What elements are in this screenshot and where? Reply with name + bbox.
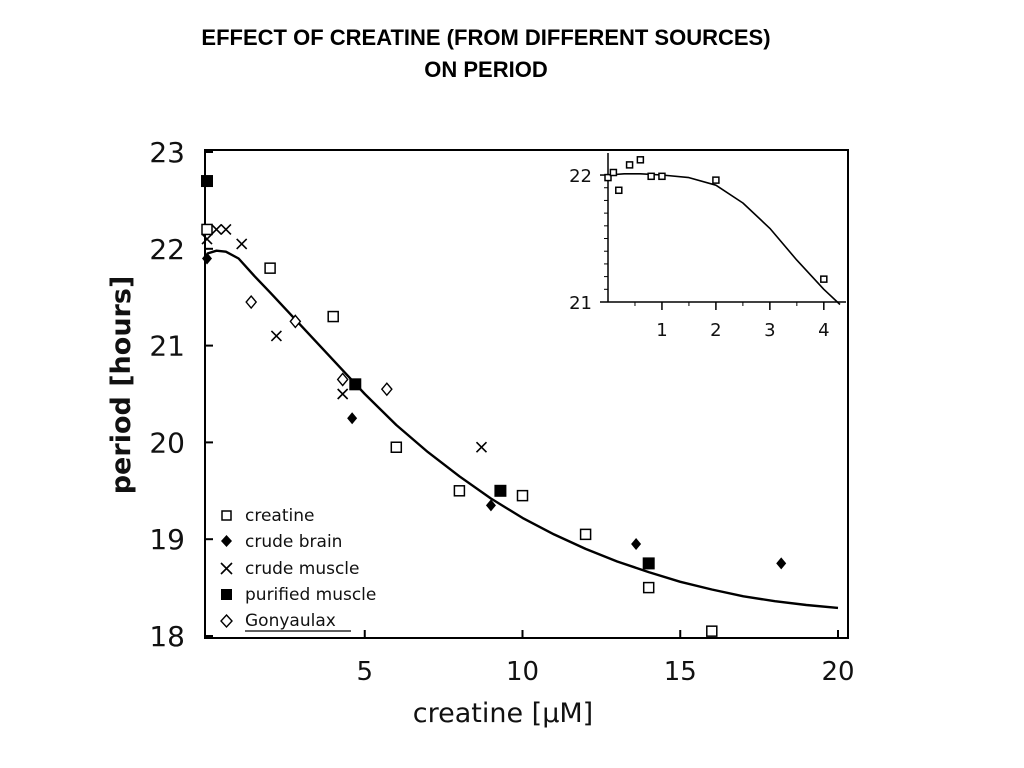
legend-item-purified-muscle: purified muscle xyxy=(221,585,376,605)
main-y-tick-label: 20 xyxy=(149,426,185,459)
main-y-tick-label: 21 xyxy=(149,330,185,363)
main-plot-frame xyxy=(204,149,849,639)
data-point-creatine xyxy=(264,262,276,274)
inset-data-point xyxy=(609,168,618,177)
data-point-crude-muscle xyxy=(220,223,232,236)
legend-label-crude-brain: crude brain xyxy=(245,532,342,552)
slide-title: EFFECT OF CREATINE (FROM DIFFERENT SOURC… xyxy=(0,22,972,86)
inset-x-tick-label: 2 xyxy=(710,320,721,341)
legend-label-purified-muscle: purified muscle xyxy=(245,585,376,605)
main-y-tick-label: 18 xyxy=(149,620,185,653)
legend-marker-filled-diamond xyxy=(221,535,232,547)
main-x-tick-label: 15 xyxy=(664,657,697,687)
main-x-tick-label: 10 xyxy=(506,657,539,687)
legend-label-creatine: creatine xyxy=(245,506,314,526)
main-y-tick-label: 19 xyxy=(149,523,185,556)
legend-item-gonyaulax: Gonyaulax xyxy=(220,611,351,632)
data-point-purified-muscle xyxy=(349,378,362,391)
main-y-tick-label: 22 xyxy=(149,233,185,266)
data-point-purified-muscle xyxy=(201,175,213,188)
data-point-crude-muscle xyxy=(236,238,248,250)
data-point-crude-brain xyxy=(485,499,496,512)
legend-item-crude-muscle: crude muscle xyxy=(220,559,359,579)
slide-title-line-2: ON PERIOD xyxy=(424,57,548,82)
data-point-purified-muscle xyxy=(494,484,507,497)
data-point-creatine xyxy=(579,528,592,541)
main-data-points xyxy=(201,175,787,637)
inset-data-points xyxy=(604,156,828,283)
data-point-crude-brain xyxy=(776,557,787,570)
inset-y-tick-label: 22 xyxy=(569,166,592,187)
x-axis-label: creatine [μM] xyxy=(413,698,593,729)
data-point-creatine xyxy=(327,310,339,323)
data-point-gonyaulax xyxy=(380,382,393,397)
data-point-crude-brain xyxy=(202,252,212,265)
inset-data-point xyxy=(625,161,634,169)
data-point-crude-muscle xyxy=(210,223,223,236)
inset-fit-curve xyxy=(607,173,841,306)
data-point-crude-brain xyxy=(631,538,642,551)
legend-marker-open-square xyxy=(221,510,232,521)
main-fit-curve-layer xyxy=(206,249,839,610)
inset-data-point xyxy=(604,173,612,182)
legend-item-crude-brain: crude brain xyxy=(221,532,342,552)
main-y-tick-label: 23 xyxy=(149,136,185,169)
inset-y-tick-label: 21 xyxy=(569,293,592,314)
main-fit-curve xyxy=(206,249,839,610)
legend-item-creatine: creatine xyxy=(221,506,314,526)
inset-x-tick-label: 4 xyxy=(818,320,829,341)
data-point-creatine xyxy=(516,489,529,502)
legend-marker-open-diamond xyxy=(220,613,233,629)
data-point-creatine xyxy=(201,223,213,236)
y-axis-label: period [hours] xyxy=(106,276,137,495)
inset-axis-ticks: 21 22 1 2 3 4 xyxy=(569,166,829,341)
inset-data-point xyxy=(658,172,666,181)
inset-data-point xyxy=(820,275,828,283)
inset-fit-curve-layer xyxy=(607,173,841,306)
main-x-tick-label: 5 xyxy=(356,657,373,687)
data-point-creatine xyxy=(390,441,403,453)
data-point-creatine xyxy=(453,485,466,497)
data-point-gonyaulax xyxy=(245,294,258,310)
data-point-gonyaulax xyxy=(289,314,302,329)
data-point-crude-brain xyxy=(347,412,358,425)
legend-label-crude-muscle: crude muscle xyxy=(245,559,359,579)
data-point-crude-muscle xyxy=(475,441,488,453)
main-x-tick-label: 20 xyxy=(821,657,854,687)
data-point-gonyaulax xyxy=(336,372,349,387)
data-point-crude-muscle xyxy=(337,388,349,400)
data-point-creatine xyxy=(706,625,718,637)
legend-marker-cross xyxy=(220,562,233,575)
inset-x-tick-label: 3 xyxy=(764,320,775,341)
inset-plot: 21 22 1 2 3 4 xyxy=(569,153,846,341)
legend-marker-filled-square xyxy=(221,589,232,600)
inset-x-tick-label: 1 xyxy=(656,320,667,341)
data-point-purified-muscle xyxy=(642,557,655,570)
slide-title-line-1: EFFECT OF CREATINE (FROM DIFFERENT SOURC… xyxy=(201,25,771,50)
inset-data-point xyxy=(636,156,645,164)
legend-label-gonyaulax: Gonyaulax xyxy=(245,611,336,631)
inset-data-point xyxy=(712,176,720,184)
inset-data-point xyxy=(647,172,655,181)
data-point-crude-muscle xyxy=(201,233,213,245)
legend: creatine crude brain crude muscle purifi… xyxy=(220,506,376,632)
inset-data-point xyxy=(615,186,623,195)
data-point-creatine xyxy=(642,581,655,594)
data-point-crude-muscle xyxy=(270,330,282,342)
